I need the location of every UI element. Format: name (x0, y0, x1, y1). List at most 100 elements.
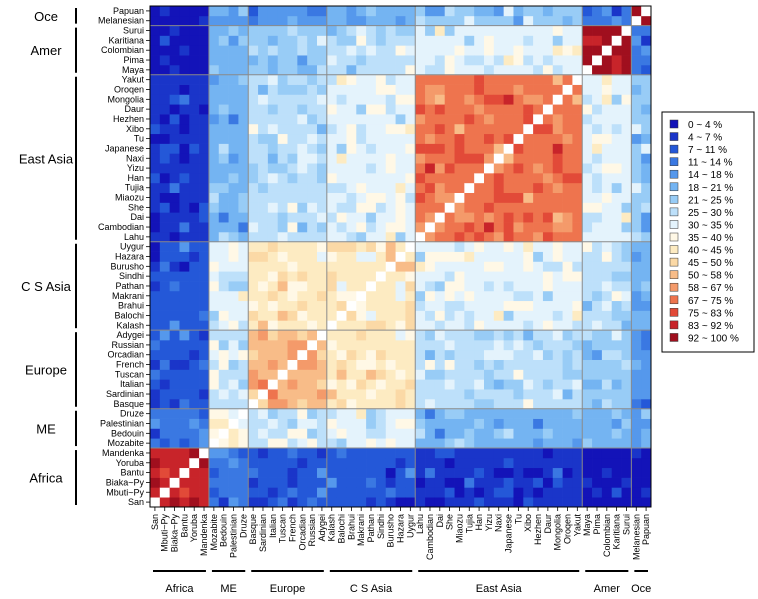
heatmap-cell (621, 438, 632, 449)
heatmap-cell (405, 192, 416, 203)
heatmap-cell (317, 74, 328, 85)
heatmap-cell (611, 55, 622, 66)
heatmap-cell (307, 222, 318, 233)
heatmap-cell (189, 290, 200, 302)
heatmap-cell (631, 448, 642, 459)
heatmap-cell (582, 15, 593, 26)
heatmap-cell (464, 231, 475, 243)
heatmap-cell (208, 261, 220, 272)
heatmap-cell (218, 143, 229, 154)
heatmap-cell (631, 320, 642, 331)
heatmap-cell (395, 438, 406, 449)
heatmap-cell (277, 35, 288, 46)
heatmap-cell (159, 261, 170, 272)
heatmap-cell (601, 241, 613, 252)
heatmap-cell (248, 25, 259, 36)
heatmap-cell (169, 153, 180, 164)
heatmap-cell (248, 359, 259, 370)
heatmap-cell (189, 35, 200, 46)
heatmap-cell (562, 310, 573, 321)
heatmap-cell (307, 173, 318, 184)
heatmap-cell (159, 359, 170, 370)
heatmap-cell (169, 418, 180, 429)
heatmap-cell (434, 94, 446, 105)
heatmap-cell (248, 418, 259, 429)
heatmap-cell (199, 290, 210, 302)
heatmap-cell (356, 349, 367, 360)
heatmap-cell (542, 487, 554, 498)
heatmap-cell (317, 114, 328, 125)
heatmap-cell (385, 379, 396, 390)
heatmap-cell (542, 123, 554, 135)
heatmap-cell (454, 487, 465, 498)
heatmap-cell (415, 281, 426, 292)
heatmap-cell (621, 369, 632, 380)
heatmap-cell (513, 35, 524, 46)
heatmap-cell (179, 457, 190, 469)
heatmap-cell (464, 379, 475, 390)
y-tick-label: Makrani (112, 291, 144, 301)
heatmap-cell (375, 310, 387, 321)
heatmap-cell (464, 192, 475, 203)
heatmap-cell (179, 438, 190, 449)
heatmap-cell (523, 202, 534, 213)
heatmap-cell (493, 251, 504, 262)
heatmap-cell (582, 261, 593, 272)
heatmap-cell (258, 408, 269, 419)
heatmap-cell (572, 202, 583, 213)
heatmap-cell (179, 123, 190, 135)
heatmap-cell (267, 64, 279, 76)
y-tick-label: Maya (122, 65, 144, 75)
heatmap-cell (159, 320, 170, 331)
x-tick-label: Karitiana (612, 514, 622, 550)
heatmap-cell (592, 389, 603, 400)
heatmap-cell (317, 251, 328, 262)
heatmap-cell (208, 330, 220, 341)
x-tick-label: Basque (248, 514, 258, 545)
heatmap-cell (297, 212, 308, 223)
heatmap-cell (513, 123, 524, 135)
heatmap-cell (169, 143, 180, 154)
heatmap-cell (199, 231, 210, 243)
heatmap-cell (454, 15, 465, 26)
heatmap-cell (258, 55, 269, 66)
heatmap-cell (621, 330, 632, 341)
heatmap-cell (267, 202, 279, 213)
heatmap-cell (346, 182, 357, 193)
heatmap-cell (346, 281, 357, 292)
x-tick-label: Hazara (396, 514, 406, 543)
heatmap-cell (641, 15, 652, 26)
heatmap-cell (415, 74, 426, 85)
heatmap-cell (395, 251, 406, 262)
heatmap-cell (474, 330, 485, 341)
heatmap-cell (159, 369, 170, 380)
heatmap-cell (267, 467, 279, 478)
heatmap-cell (385, 497, 396, 508)
heatmap-cell (189, 467, 200, 478)
heatmap-cell (336, 6, 347, 17)
heatmap-cell (611, 6, 622, 17)
heatmap-cell (513, 114, 524, 125)
heatmap-cell (208, 398, 220, 410)
heatmap-cell (267, 438, 279, 449)
heatmap-cell (611, 123, 622, 135)
heatmap-cell (611, 202, 622, 213)
heatmap-cell (552, 369, 563, 380)
heatmap-cell (395, 45, 406, 56)
heatmap-cell (189, 104, 200, 115)
heatmap-cell (189, 389, 200, 400)
heatmap-cell (425, 438, 436, 449)
heatmap-cell (199, 133, 210, 144)
heatmap-cell (336, 438, 347, 449)
heatmap-cell (523, 497, 534, 508)
heatmap-cell (287, 202, 298, 213)
heatmap-cell (385, 182, 396, 193)
heatmap-cell (287, 84, 298, 95)
heatmap-cell (611, 398, 622, 410)
heatmap-cell (395, 359, 406, 370)
heatmap-cell (287, 25, 298, 36)
heatmap-cell (258, 143, 269, 154)
heatmap-cell (542, 15, 554, 26)
heatmap-cell (317, 143, 328, 154)
heatmap-cell (425, 64, 436, 76)
